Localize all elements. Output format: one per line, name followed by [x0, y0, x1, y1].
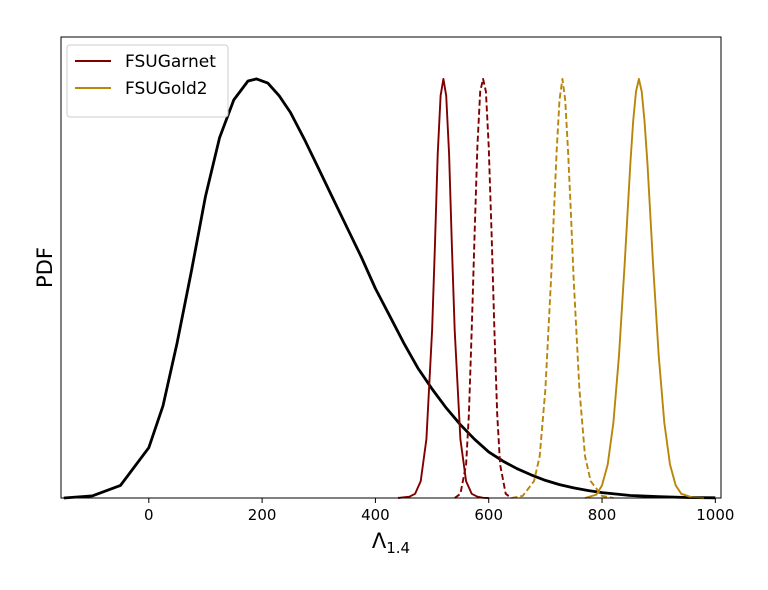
x-axis-label-main: Λ [372, 529, 387, 553]
y-axis-label: PDF [33, 247, 57, 288]
x-tick-label: 400 [361, 506, 390, 524]
legend-label: FSUGold2 [125, 79, 208, 99]
plot-lines [63, 77, 716, 500]
legend: FSUGarnet FSUGold2 [66, 44, 229, 118]
series-line-1 [397, 77, 489, 499]
series-line-2 [454, 77, 512, 499]
series-line-3 [511, 77, 614, 499]
x-tick-label: 800 [588, 506, 617, 524]
x-tick-label: 1000 [696, 506, 734, 524]
x-tick-label: 200 [248, 506, 277, 524]
x-tick-label: 600 [474, 506, 503, 524]
series-line-4 [584, 77, 705, 499]
x-axis-ticks: 0 200 400 600 800 1000 [144, 498, 734, 524]
series-line-0 [63, 77, 716, 500]
x-axis-label: Λ1.4 [372, 529, 410, 557]
legend-label: FSUGarnet [125, 52, 216, 72]
x-axis-label-subscript: 1.4 [386, 539, 410, 557]
x-tick-label: 0 [144, 506, 154, 524]
plot-frame [60, 36, 722, 499]
legend-box [66, 44, 229, 118]
